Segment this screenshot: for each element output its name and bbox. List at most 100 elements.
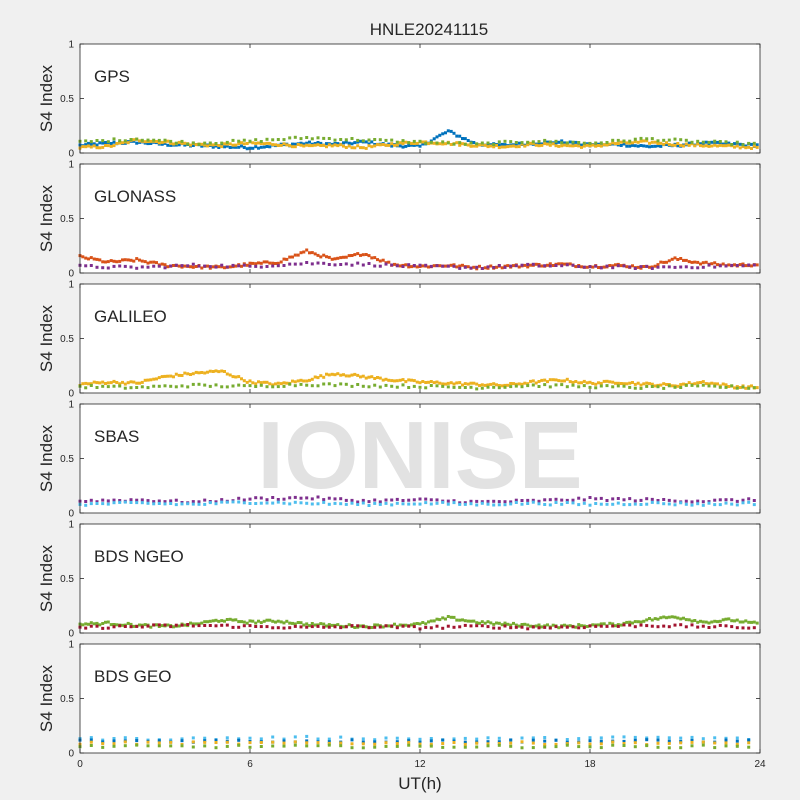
data-point: [356, 261, 360, 265]
data-point: [684, 265, 688, 269]
data-point: [251, 381, 255, 385]
data-point: [469, 502, 473, 506]
data-point: [696, 139, 700, 143]
data-point: [588, 141, 592, 145]
data-point: [276, 261, 280, 265]
data-point: [588, 144, 592, 148]
data-point: [489, 144, 493, 148]
data-point: [531, 498, 535, 502]
data-point: [713, 143, 717, 147]
data-point: [611, 264, 615, 268]
data-point: [197, 142, 201, 146]
data-point: [325, 624, 328, 628]
data-point: [574, 140, 578, 144]
panel-label: GLONASS: [94, 187, 176, 206]
data-point: [679, 501, 683, 505]
data-point: [373, 383, 377, 387]
data-point: [183, 141, 187, 145]
data-point: [390, 144, 394, 148]
data-point: [724, 741, 728, 745]
data-point: [441, 264, 445, 268]
data-point: [435, 624, 439, 628]
data-point: [146, 261, 150, 265]
data-point: [588, 624, 592, 628]
y-tick-label: 1: [68, 520, 74, 531]
data-point: [356, 383, 360, 386]
data-point: [554, 264, 558, 267]
data-point: [718, 623, 722, 627]
data-point: [449, 381, 453, 385]
data-point: [650, 500, 654, 504]
data-point: [667, 502, 671, 506]
data-point: [611, 624, 615, 628]
data-point: [376, 376, 379, 379]
data-point: [163, 266, 167, 270]
data-point: [628, 139, 632, 143]
data-point: [291, 379, 294, 383]
data-point: [271, 619, 275, 623]
data-point: [752, 386, 756, 390]
data-point: [750, 620, 753, 624]
data-point: [599, 141, 603, 145]
data-point: [710, 381, 714, 385]
data-point: [293, 262, 297, 266]
data-point: [240, 377, 243, 381]
data-point: [560, 625, 564, 629]
data-point: [305, 739, 309, 743]
data-point: [316, 143, 320, 147]
data-point: [461, 263, 464, 267]
data-point: [543, 739, 547, 743]
data-point: [418, 381, 422, 385]
data-point: [118, 264, 122, 268]
data-point: [633, 625, 637, 629]
data-point: [580, 143, 583, 147]
data-point: [384, 624, 388, 628]
data-point: [163, 141, 167, 145]
data-point: [257, 141, 260, 145]
data-point: [452, 131, 456, 135]
data-point: [455, 141, 459, 145]
data-point: [616, 142, 620, 145]
data-point: [713, 741, 717, 745]
data-point: [526, 143, 530, 147]
data-point: [189, 143, 192, 147]
data-point: [684, 383, 688, 387]
data-point: [395, 143, 399, 147]
data-point: [268, 141, 272, 145]
data-point: [625, 144, 629, 148]
data-point: [455, 134, 459, 138]
data-point: [135, 137, 139, 141]
data-point: [412, 379, 416, 383]
data-point: [299, 625, 303, 629]
data-point: [384, 736, 388, 740]
data-point: [713, 384, 717, 388]
data-point: [342, 373, 345, 377]
data-point: [152, 377, 156, 381]
data-point: [381, 258, 385, 262]
data-point: [704, 144, 708, 148]
data-point: [220, 385, 224, 389]
data-point: [599, 496, 603, 500]
x-tick-label: 18: [584, 759, 596, 770]
data-point: [398, 623, 402, 627]
data-point: [291, 145, 294, 149]
data-point: [395, 497, 399, 501]
data-point: [582, 624, 586, 628]
data-point: [248, 502, 252, 505]
data-point: [735, 264, 739, 267]
data-point: [384, 383, 388, 387]
data-point: [650, 382, 654, 386]
data-point: [370, 145, 374, 149]
data-point: [546, 623, 549, 627]
data-point: [330, 257, 334, 261]
data-point: [350, 738, 354, 742]
data-point: [282, 138, 286, 142]
data-point: [342, 144, 345, 148]
data-point: [106, 385, 110, 389]
data-point: [733, 145, 736, 149]
data-point: [101, 622, 105, 625]
data-point: [149, 142, 153, 145]
data-point: [656, 625, 660, 629]
data-point: [526, 627, 530, 631]
